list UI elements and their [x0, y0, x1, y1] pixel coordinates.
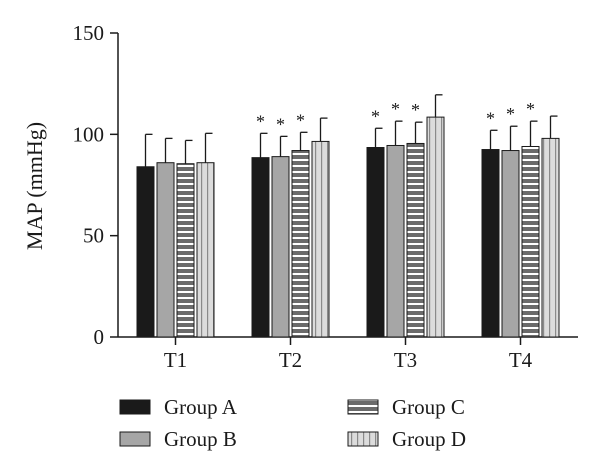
- legend: Group A Group B Group C Group D: [119, 395, 466, 451]
- bar: [481, 149, 500, 338]
- bar: [541, 137, 560, 338]
- y-axis-label: MAP (mmHg): [22, 122, 47, 250]
- significance-marker: *: [296, 110, 305, 130]
- legend-swatch: [347, 399, 379, 415]
- y-tick-label: 100: [73, 122, 105, 146]
- bar: [196, 162, 215, 338]
- significance-marker: *: [506, 104, 515, 124]
- bar: [136, 166, 155, 338]
- y-tick-label: 0: [94, 325, 105, 349]
- x-tick-label: T4: [509, 348, 533, 372]
- significance-marker: *: [256, 111, 265, 131]
- bar: [176, 163, 195, 338]
- significance-marker: *: [411, 100, 420, 120]
- bar: [366, 147, 385, 338]
- bar: [426, 116, 445, 338]
- significance-marker: *: [371, 106, 380, 126]
- significance-marker: *: [526, 99, 535, 119]
- significance-marker: *: [486, 108, 495, 128]
- bar: [501, 150, 520, 338]
- x-tick-label: T3: [394, 348, 417, 372]
- bar: [311, 140, 330, 338]
- bar: [386, 144, 405, 338]
- x-tick-label: T2: [279, 348, 302, 372]
- y-tick-label: 50: [83, 224, 104, 248]
- bar: [156, 162, 175, 338]
- bar: [291, 150, 310, 338]
- legend-label: Group B: [164, 427, 237, 451]
- bar: [271, 156, 290, 338]
- legend-swatch: [119, 431, 151, 447]
- legend-label: Group C: [392, 395, 465, 419]
- axes: 0 50 100 150 T1 T2 T3 T4: [73, 21, 578, 372]
- legend-swatch: [119, 399, 151, 415]
- y-tick-label: 150: [73, 21, 105, 45]
- significance-marker: *: [391, 99, 400, 119]
- x-tick-label: T1: [164, 348, 187, 372]
- legend-label: Group A: [164, 395, 238, 419]
- bar: [251, 157, 270, 338]
- legend-label: Group D: [392, 427, 466, 451]
- bar: [521, 145, 540, 338]
- significance-marker: *: [276, 114, 285, 134]
- bar: [406, 142, 425, 338]
- legend-swatch: [347, 431, 379, 447]
- bars: * * * * * * * * *: [136, 94, 560, 338]
